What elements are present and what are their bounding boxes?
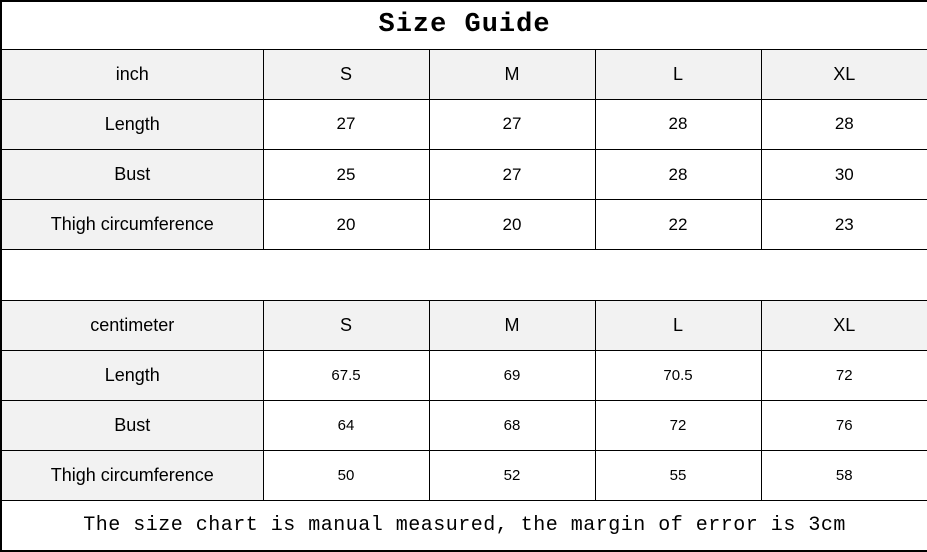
size-value-cell: 20 xyxy=(262,199,430,251)
cm-size-header-m: M xyxy=(428,299,596,351)
cm-size-header-l: L xyxy=(594,299,762,351)
inch-size-header-m: M xyxy=(428,48,596,100)
size-value-cell: 28 xyxy=(760,98,927,151)
size-value-cell: 27 xyxy=(428,98,596,151)
inch-bust-row: Bust 25 27 28 30 xyxy=(0,149,927,201)
size-value-cell: 70.5 xyxy=(594,349,762,401)
size-value-cell: 28 xyxy=(594,98,762,151)
size-value-cell: 25 xyxy=(262,149,430,201)
size-value-cell: 64 xyxy=(262,399,430,452)
inch-size-header-l: L xyxy=(594,48,762,100)
inch-thigh-row: Thigh circumference 20 20 22 23 xyxy=(0,199,927,251)
cm-header-row: centimeter S M L XL xyxy=(0,299,927,351)
size-value-cell: 58 xyxy=(760,450,927,502)
inch-unit-header: inch xyxy=(0,48,264,100)
spacer-cell xyxy=(0,249,927,301)
row-label: Bust xyxy=(0,399,264,452)
footer-note: The size chart is manual measured, the m… xyxy=(0,500,927,552)
size-value-cell: 68 xyxy=(428,399,596,452)
size-value-cell: 72 xyxy=(594,399,762,452)
row-label: Length xyxy=(0,98,264,151)
inch-header-row: inch S M L XL xyxy=(0,48,927,100)
title-row: Size Guide xyxy=(0,0,927,50)
size-value-cell: 52 xyxy=(428,450,596,502)
cm-size-header-s: S xyxy=(262,299,430,351)
inch-length-row: Length 27 27 28 28 xyxy=(0,98,927,151)
size-value-cell: 20 xyxy=(428,199,596,251)
cm-thigh-row: Thigh circumference 50 52 55 58 xyxy=(0,450,927,502)
row-label: Thigh circumference xyxy=(0,199,264,251)
size-value-cell: 72 xyxy=(760,349,927,401)
cm-length-row: Length 67.5 69 70.5 72 xyxy=(0,349,927,401)
row-label: Bust xyxy=(0,149,264,201)
size-value-cell: 23 xyxy=(760,199,927,251)
row-label: Length xyxy=(0,349,264,401)
size-value-cell: 28 xyxy=(594,149,762,201)
inch-size-header-xl: XL xyxy=(760,48,927,100)
size-value-cell: 69 xyxy=(428,349,596,401)
footer-row: The size chart is manual measured, the m… xyxy=(0,500,927,552)
page-title: Size Guide xyxy=(0,0,927,50)
size-value-cell: 27 xyxy=(428,149,596,201)
size-value-cell: 76 xyxy=(760,399,927,452)
cm-unit-header: centimeter xyxy=(0,299,264,351)
size-value-cell: 50 xyxy=(262,450,430,502)
row-label: Thigh circumference xyxy=(0,450,264,502)
size-value-cell: 27 xyxy=(262,98,430,151)
size-value-cell: 55 xyxy=(594,450,762,502)
size-value-cell: 30 xyxy=(760,149,927,201)
cm-size-header-xl: XL xyxy=(760,299,927,351)
spacer-row xyxy=(0,249,927,301)
inch-size-header-s: S xyxy=(262,48,430,100)
cm-bust-row: Bust 64 68 72 76 xyxy=(0,399,927,452)
size-value-cell: 67.5 xyxy=(262,349,430,401)
size-value-cell: 22 xyxy=(594,199,762,251)
